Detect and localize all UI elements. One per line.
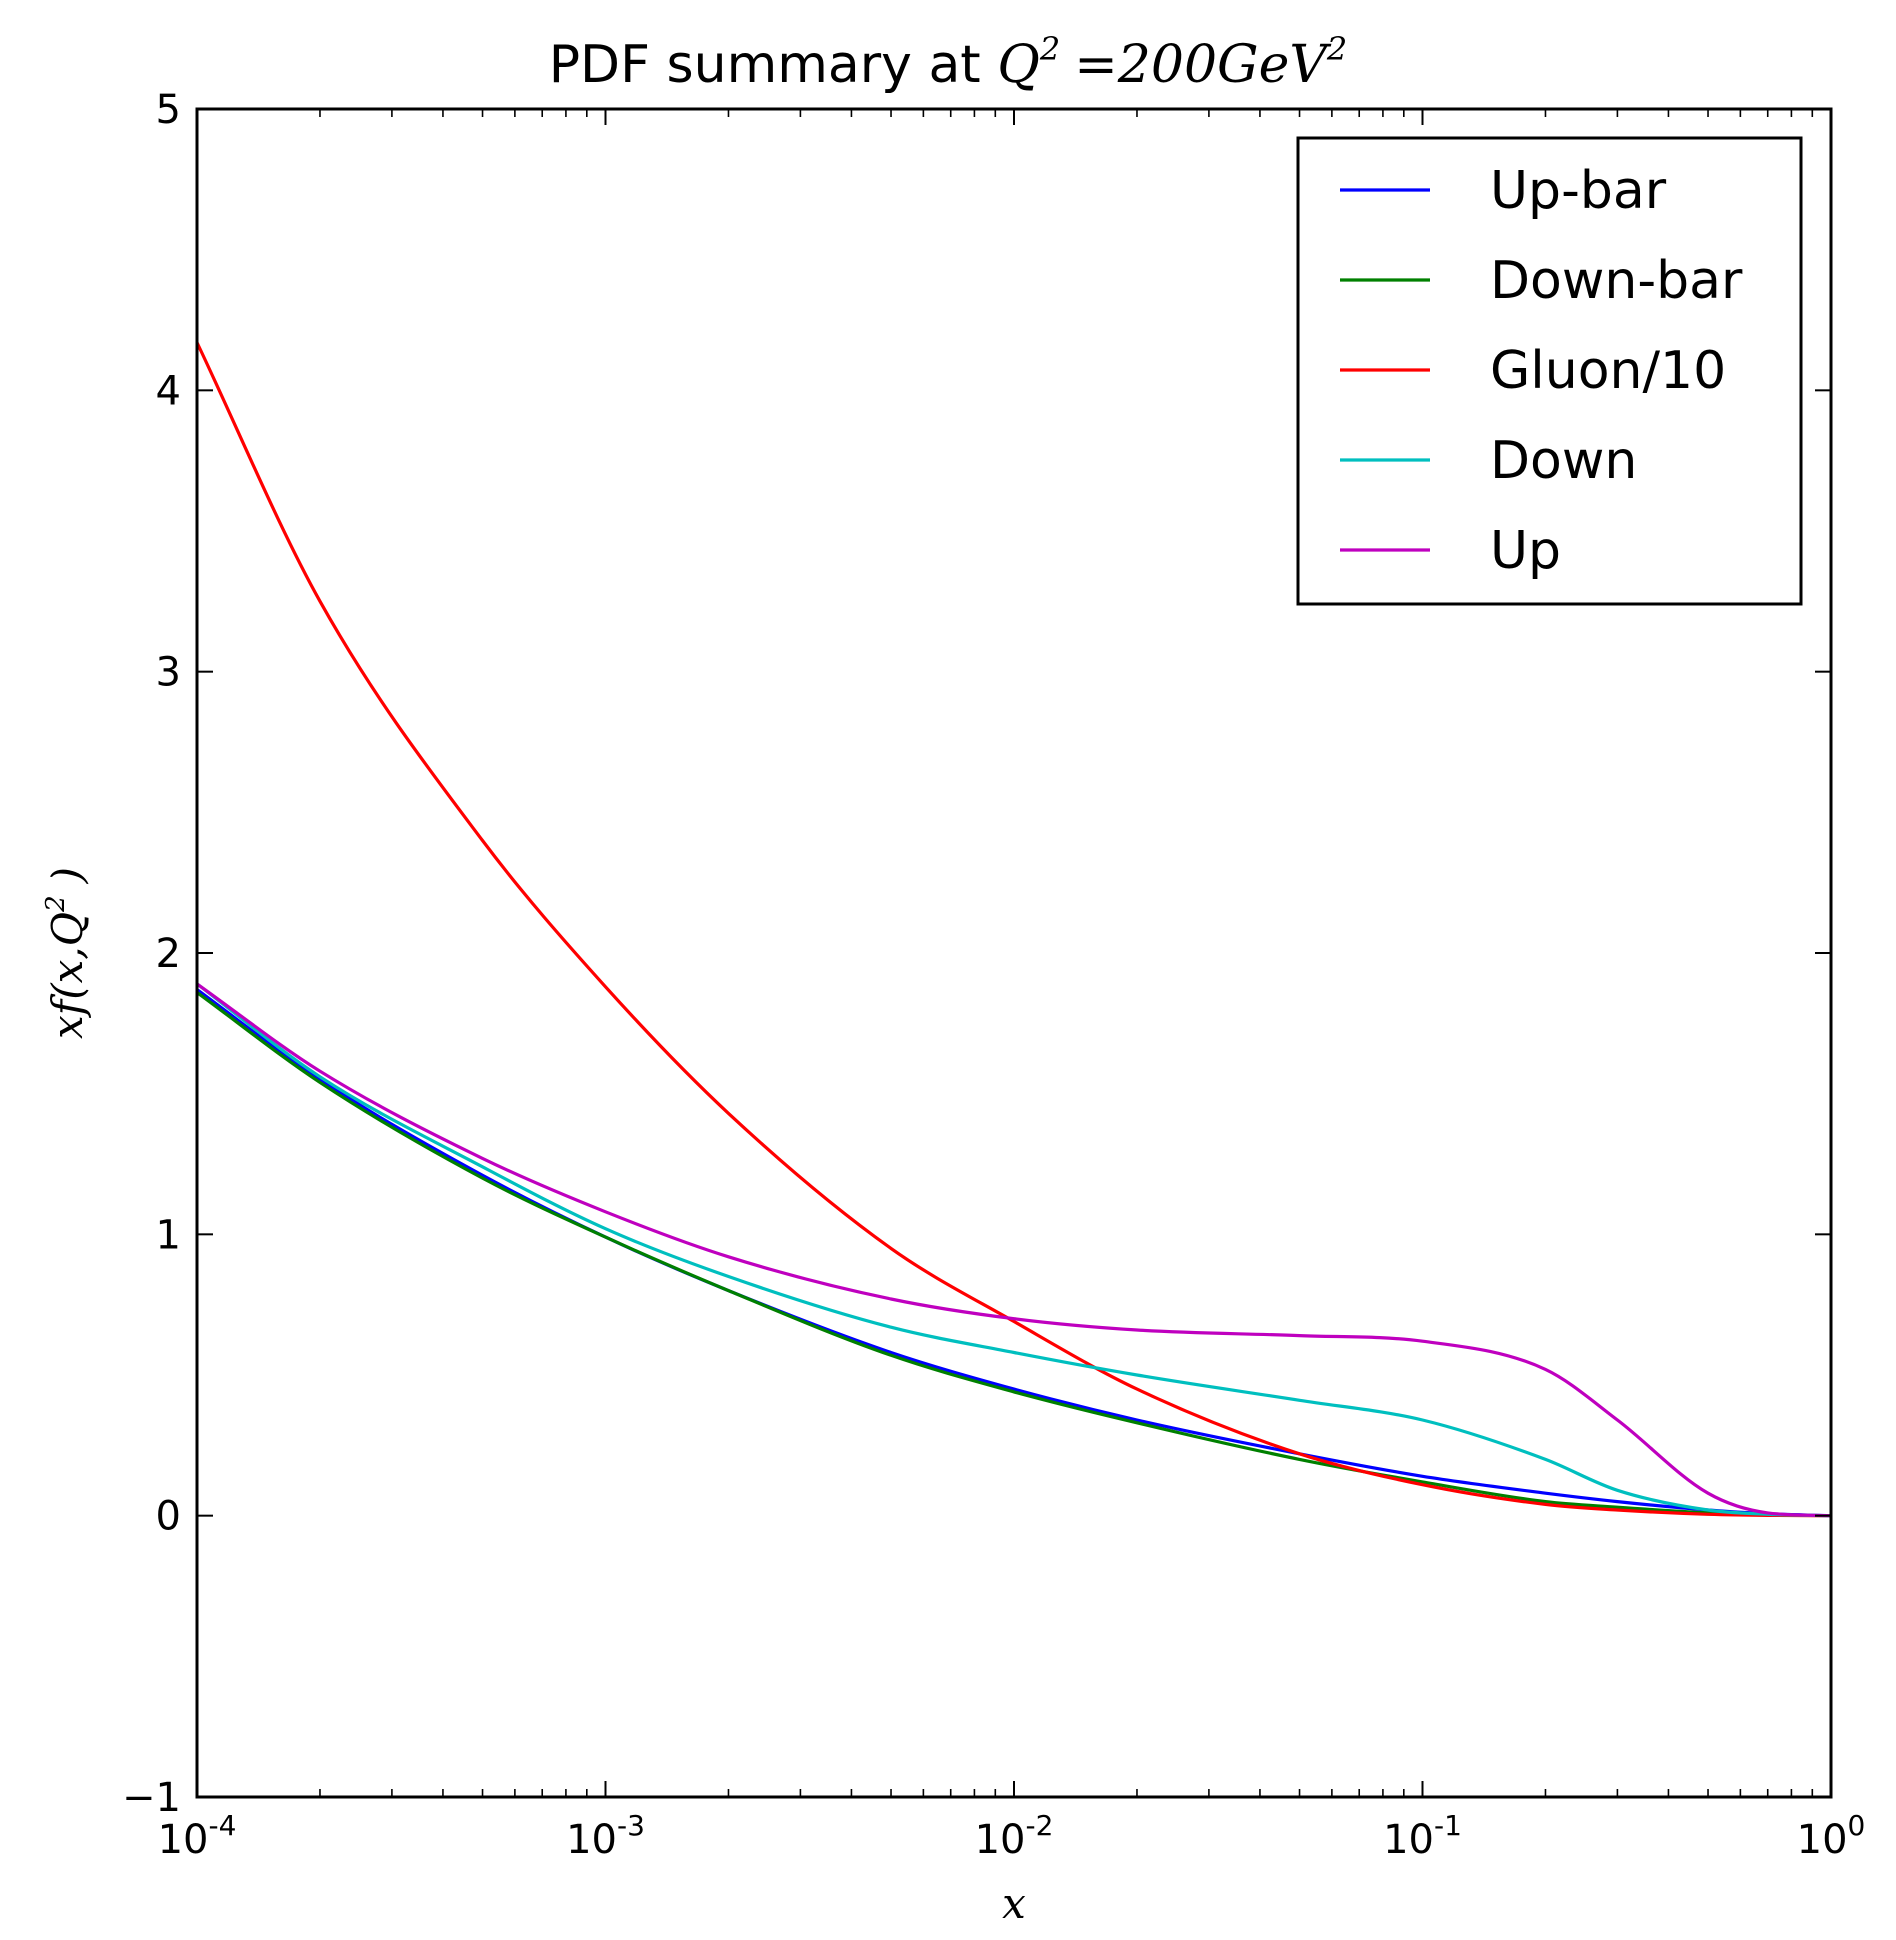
y-axis-label-suffix: ) — [43, 867, 92, 884]
legend-label-up: Up — [1490, 521, 1561, 581]
x-tick-label: 10-4 — [158, 1809, 237, 1863]
legend: Up-bar Down-bar Gluon/10 Down Up — [1296, 136, 1803, 606]
legend-label-down: Down — [1490, 431, 1637, 491]
y-tick-label: 1 — [156, 1212, 181, 1258]
y-tick-label: 0 — [156, 1494, 181, 1540]
legend-label-up-bar: Up-bar — [1490, 161, 1667, 221]
series-lines — [195, 341, 1832, 1518]
y-tick-label: 5 — [156, 87, 181, 133]
series-line-up-bar — [196, 988, 1832, 1518]
series-line-gluon-10 — [195, 341, 1832, 1518]
legend-label-gluon-10: Gluon/10 — [1490, 341, 1726, 401]
y-axis-label: xf(x,Q2) — [41, 867, 92, 1039]
y-tick-label: 2 — [156, 931, 181, 977]
plot-area: −1 0 1 2 3 4 5 10-4 10-3 10-2 10-1 100 — [122, 87, 1865, 1863]
x-tick-label: 100 — [1797, 1809, 1866, 1863]
y-axis-label-exp: 2 — [41, 895, 71, 913]
x-tick-label: 10-3 — [566, 1809, 645, 1863]
x-axis-label: x — [1002, 1879, 1026, 1928]
axis-ticks: −1 0 1 2 3 4 5 10-4 10-3 10-2 10-1 100 — [122, 87, 1865, 1863]
series-line-down — [196, 982, 1832, 1518]
y-tick-label: 3 — [156, 650, 181, 696]
chart-title-math-rhs: =200GeV — [1074, 35, 1331, 95]
x-tick-label: 10-2 — [975, 1809, 1054, 1863]
legend-label-down-bar: Down-bar — [1490, 251, 1743, 311]
chart-title-math-rhs-exp: 2 — [1326, 30, 1347, 68]
chart-title: PDF summary at Q2 =200GeV2 — [549, 30, 1348, 95]
series-line-down-bar — [196, 991, 1832, 1518]
chart-title-math-lhs-exp: 2 — [1039, 30, 1060, 68]
x-tick-label: 10-1 — [1383, 1809, 1462, 1863]
y-tick-label: −1 — [122, 1775, 181, 1821]
y-axis-label-prefix: xf(x,Q — [43, 912, 92, 1039]
chart-title-text: PDF summary at — [549, 35, 998, 95]
chart-title-math-lhs: Q — [997, 35, 1040, 95]
y-tick-label: 4 — [156, 368, 181, 414]
series-line-up — [196, 982, 1832, 1518]
